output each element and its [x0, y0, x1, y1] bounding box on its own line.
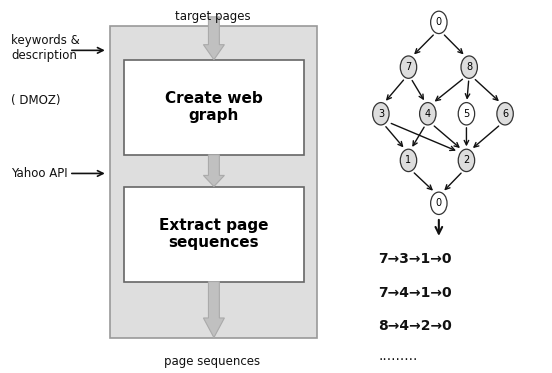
Ellipse shape — [420, 103, 436, 125]
Ellipse shape — [497, 103, 513, 125]
Text: 2: 2 — [463, 156, 470, 165]
Text: Yahoo API: Yahoo API — [11, 167, 68, 180]
Text: 6: 6 — [502, 109, 508, 119]
FancyArrow shape — [203, 155, 224, 186]
Text: 3: 3 — [378, 109, 384, 119]
Text: 8: 8 — [466, 62, 473, 72]
Ellipse shape — [373, 103, 389, 125]
FancyBboxPatch shape — [124, 60, 304, 155]
Text: 5: 5 — [463, 109, 470, 119]
Text: 7: 7 — [405, 62, 412, 72]
Ellipse shape — [400, 56, 417, 78]
Text: 7→4→1→0: 7→4→1→0 — [378, 286, 452, 300]
Ellipse shape — [431, 192, 447, 214]
Text: 4: 4 — [424, 109, 431, 119]
Text: .........: ......... — [378, 349, 417, 363]
Ellipse shape — [461, 56, 477, 78]
Text: 8→4→2→0: 8→4→2→0 — [378, 319, 452, 333]
FancyBboxPatch shape — [124, 186, 304, 282]
Text: 1: 1 — [405, 156, 412, 165]
Text: ( DMOZ): ( DMOZ) — [11, 94, 61, 107]
Text: 0: 0 — [436, 18, 442, 27]
Text: 7→3→1→0: 7→3→1→0 — [378, 252, 452, 266]
Text: 0: 0 — [436, 198, 442, 208]
Ellipse shape — [431, 11, 447, 34]
Text: page sequences: page sequences — [164, 355, 261, 367]
Text: keywords &
description: keywords & description — [11, 34, 80, 63]
FancyArrow shape — [203, 282, 224, 338]
Ellipse shape — [458, 103, 475, 125]
FancyArrow shape — [203, 17, 224, 60]
Ellipse shape — [400, 149, 417, 172]
Text: Create web
graph: Create web graph — [165, 91, 263, 123]
Ellipse shape — [458, 149, 475, 172]
FancyBboxPatch shape — [110, 26, 317, 338]
Text: target pages: target pages — [174, 10, 251, 23]
Text: Extract page
sequences: Extract page sequences — [159, 218, 269, 250]
